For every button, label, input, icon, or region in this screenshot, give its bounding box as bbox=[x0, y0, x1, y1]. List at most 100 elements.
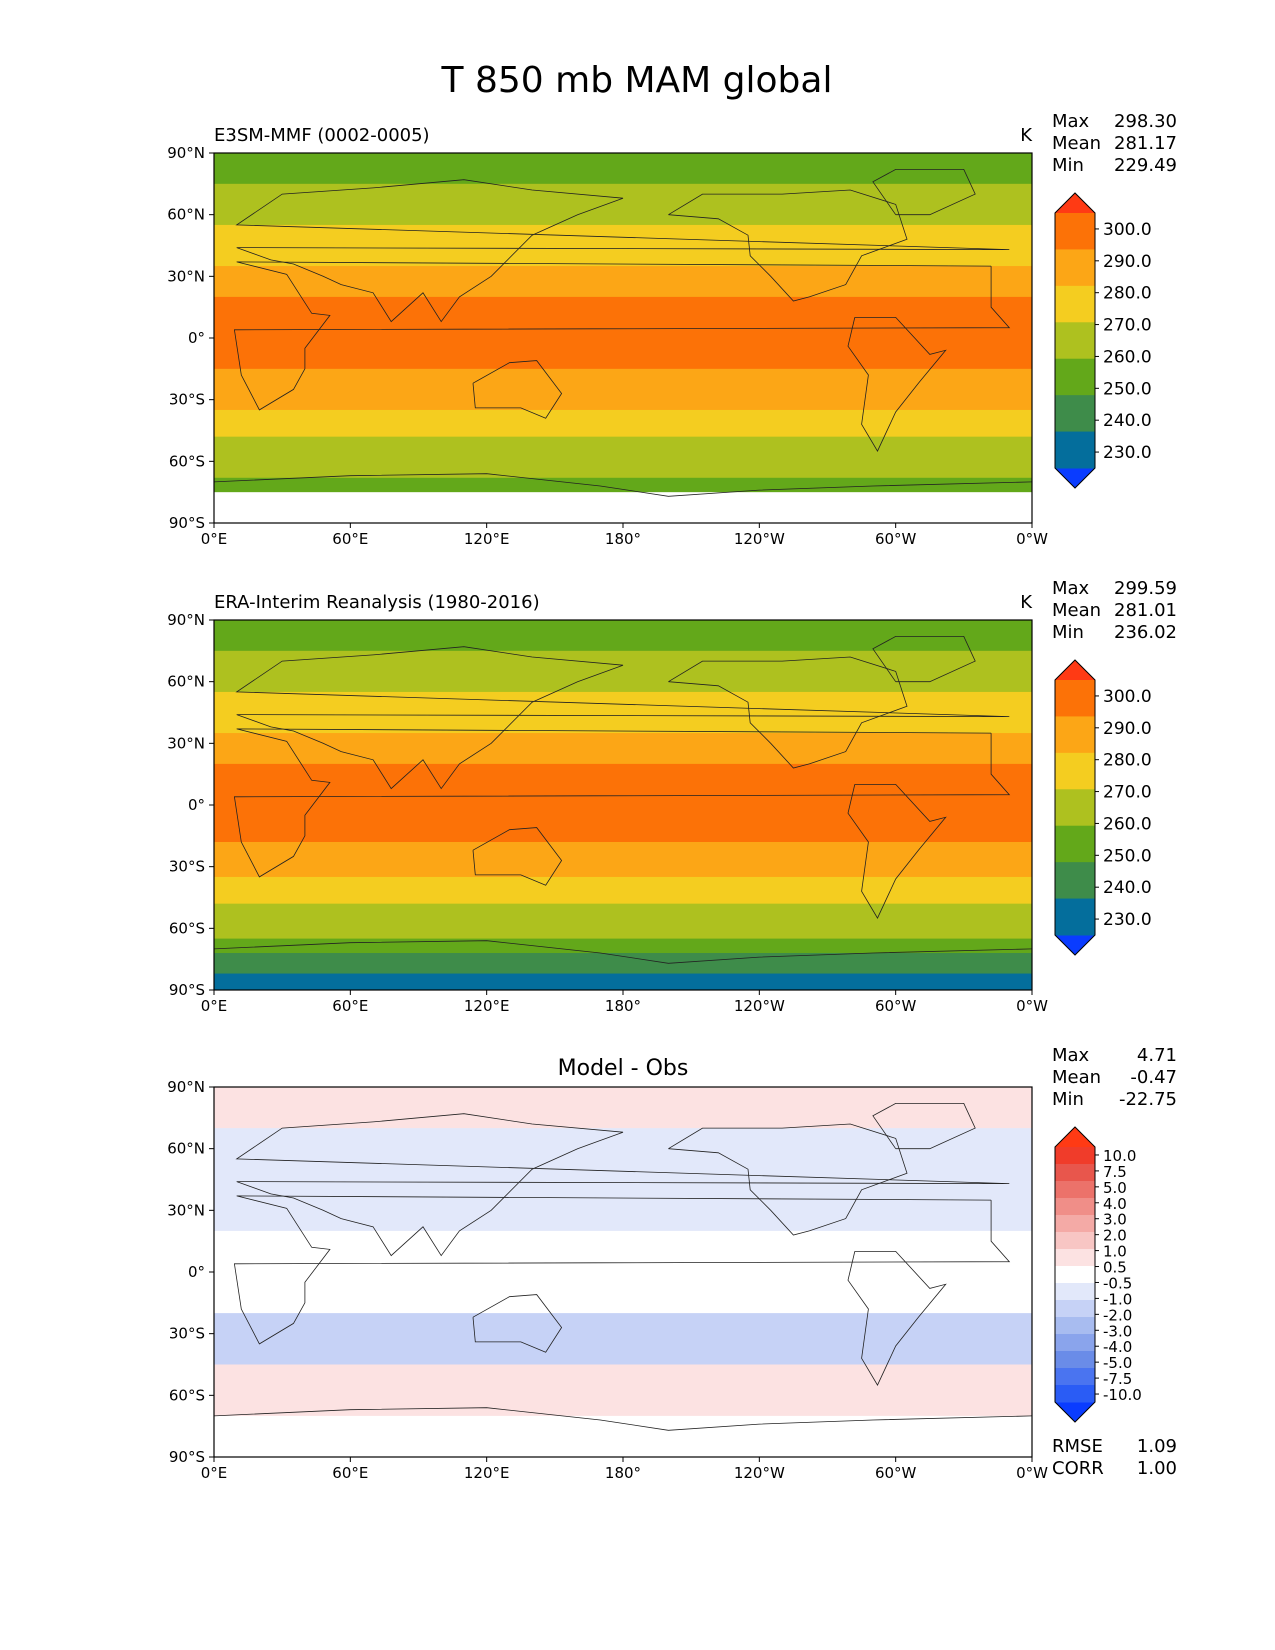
map-panel-difference: 0°E 60°E 120°E 180° 120°W 60°W 0°W 90°N 60°N 30°N… bbox=[167, 1045, 1177, 1482]
field-band-4 bbox=[214, 1272, 1032, 1314]
colorbar-level-label: 240.0 bbox=[1103, 878, 1152, 898]
colorbar-level-label: 3.0 bbox=[1103, 1211, 1127, 1229]
y-tick-label: 60°N bbox=[167, 1140, 205, 1158]
colorbar-segment bbox=[1055, 898, 1095, 936]
y-tick-label: 30°S bbox=[169, 391, 205, 409]
y-tick-label: 30°S bbox=[169, 1325, 205, 1343]
x-tick-label: 120°E bbox=[464, 1464, 510, 1482]
panel-title-left: E3SM-MMF (0002-0005) bbox=[214, 125, 430, 146]
x-tick-label: 120°W bbox=[734, 530, 785, 548]
x-tick-label: 60°E bbox=[332, 1464, 368, 1482]
field-band-5 bbox=[214, 1313, 1032, 1365]
colorbar-level-label: 1.0 bbox=[1103, 1243, 1127, 1261]
field-band-2 bbox=[214, 1189, 1032, 1232]
x-tick-label: 60°E bbox=[332, 530, 368, 548]
stat-value: 229.49 bbox=[1114, 155, 1177, 176]
coastline-1 bbox=[235, 179, 1010, 323]
colorbar-segment bbox=[1055, 1368, 1095, 1386]
coastline-4 bbox=[847, 784, 947, 919]
stat-value: -22.75 bbox=[1119, 1089, 1177, 1110]
field-band-3 bbox=[214, 733, 1032, 765]
extra-stat-label: CORR bbox=[1052, 1458, 1104, 1479]
colorbar-level-label: 270.0 bbox=[1103, 783, 1152, 803]
stat-label: Min bbox=[1052, 1089, 1084, 1110]
y-tick-label: 90°S bbox=[169, 981, 205, 999]
coastline-3 bbox=[668, 1123, 908, 1236]
colorbar-segment bbox=[1055, 1147, 1095, 1165]
y-tick-label: 90°S bbox=[169, 1448, 205, 1466]
colorbar-segment bbox=[1055, 285, 1095, 323]
colorbar-level-label: 10.0 bbox=[1103, 1147, 1136, 1165]
colorbar-segment bbox=[1055, 395, 1095, 433]
stat-label: Min bbox=[1052, 155, 1084, 176]
colorbar-outline bbox=[1054, 659, 1096, 956]
colorbar-level-label: 7.5 bbox=[1103, 1163, 1127, 1181]
colorbar-segment bbox=[1055, 249, 1095, 287]
field-band-6 bbox=[214, 876, 1032, 905]
y-tick-label: 90°N bbox=[167, 1078, 205, 1096]
x-tick-label: 180° bbox=[605, 997, 641, 1015]
y-tick-label: 30°N bbox=[167, 267, 205, 285]
stat-value: 299.59 bbox=[1114, 578, 1177, 599]
colorbar-segment bbox=[1055, 1164, 1095, 1182]
stat-label: Max bbox=[1052, 1045, 1090, 1066]
stat-label: Max bbox=[1052, 111, 1090, 132]
coastline-6 bbox=[214, 473, 1032, 497]
colorbar-segment bbox=[1055, 752, 1095, 790]
x-tick-label: 120°E bbox=[464, 530, 510, 548]
y-tick-label: 0° bbox=[188, 1263, 205, 1281]
coastline-2 bbox=[472, 360, 563, 419]
field-band-4 bbox=[214, 763, 1032, 843]
colorbar-level-label: 240.0 bbox=[1103, 411, 1152, 431]
colorbar-level-label: 230.0 bbox=[1103, 910, 1152, 930]
coastline-4 bbox=[847, 1251, 947, 1386]
colorbar-level-label: -1.0 bbox=[1103, 1290, 1132, 1308]
colorbar-level-label: 270.0 bbox=[1103, 316, 1152, 336]
colorbar-level-label: -7.5 bbox=[1103, 1370, 1132, 1388]
coastline-5 bbox=[872, 169, 976, 216]
y-tick-label: 60°S bbox=[169, 452, 205, 470]
map-field bbox=[214, 620, 1032, 990]
x-tick-label: 0°W bbox=[1016, 530, 1048, 548]
y-tick-label: 90°N bbox=[167, 144, 205, 162]
colorbar-extend-top bbox=[1055, 660, 1095, 680]
colorbar-level-label: 5.0 bbox=[1103, 1179, 1127, 1197]
colorbar-segment bbox=[1055, 431, 1095, 469]
map-field bbox=[214, 153, 1032, 523]
y-tick-label: 30°N bbox=[167, 1201, 205, 1219]
panel-title-center: Model - Obs bbox=[558, 1056, 689, 1081]
colorbar-extend-top bbox=[1055, 193, 1095, 213]
extra-stat-label: RMSE bbox=[1052, 1436, 1103, 1457]
field-band-1 bbox=[214, 1128, 1032, 1191]
colorbar-level-label: 280.0 bbox=[1103, 751, 1152, 771]
colorbar-level-label: 2.0 bbox=[1103, 1227, 1127, 1245]
stat-label: Max bbox=[1052, 578, 1090, 599]
colorbar-segment bbox=[1055, 358, 1095, 396]
field-band-0 bbox=[214, 153, 1032, 185]
colorbar-level-label: -3.0 bbox=[1103, 1322, 1132, 1340]
extra-stat-value: 1.09 bbox=[1137, 1436, 1177, 1457]
field-band-8 bbox=[214, 477, 1032, 493]
colorbar-level-label: -10.0 bbox=[1103, 1386, 1142, 1404]
map-panel-test: 0°E 60°E 120°E 180° 120°W 60°W 0°W 90°N 60°N 30°N… bbox=[167, 111, 1177, 548]
y-tick-label: 30°S bbox=[169, 858, 205, 876]
map-panel-reference: 0°E 60°E 120°E 180° 120°W 60°W 0°W 90°N 60°N 30°N… bbox=[167, 578, 1177, 1015]
panel-title-left: ERA-Interim Reanalysis (1980-2016) bbox=[214, 592, 540, 613]
coastline-2 bbox=[472, 1294, 563, 1353]
colorbar-segment bbox=[1055, 1317, 1095, 1335]
colorbar-segment bbox=[1055, 680, 1095, 717]
x-tick-label: 180° bbox=[605, 530, 641, 548]
field-band-3 bbox=[214, 266, 1032, 298]
y-tick-label: 90°N bbox=[167, 611, 205, 629]
field-band-10 bbox=[214, 973, 1032, 990]
colorbar-level-label: 260.0 bbox=[1103, 347, 1152, 367]
y-tick-label: 60°S bbox=[169, 1386, 205, 1404]
field-band-5 bbox=[214, 842, 1032, 878]
colorbar-segment bbox=[1055, 716, 1095, 754]
coastline-0 bbox=[233, 1195, 1011, 1345]
colorbar-level-label: 250.0 bbox=[1103, 846, 1152, 866]
colorbar-level-label: -2.0 bbox=[1103, 1306, 1132, 1324]
colorbar-extend-top bbox=[1055, 1127, 1095, 1147]
field-band-7 bbox=[214, 436, 1032, 479]
